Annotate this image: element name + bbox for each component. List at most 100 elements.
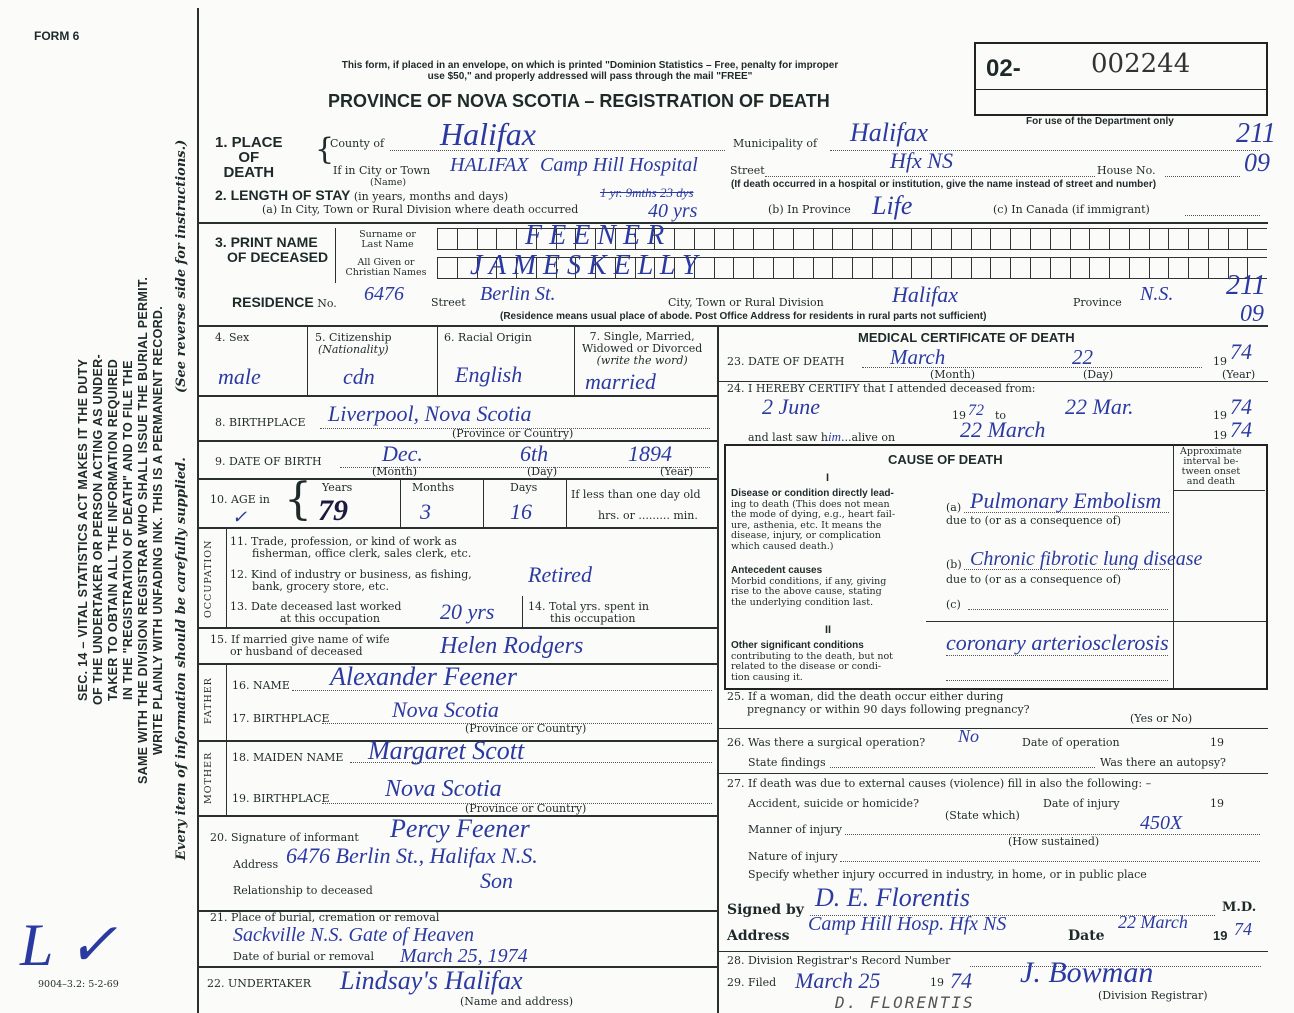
sign-year: 74	[1234, 919, 1252, 939]
q13-label: 13. Date deceased last worked at this occ…	[230, 601, 401, 625]
cause-title: CAUSE OF DEATH	[888, 452, 1003, 467]
md-label: M.D.	[1222, 900, 1257, 915]
min-label: min.	[673, 509, 698, 522]
year-prefix: 19	[1213, 355, 1227, 368]
label-line: or husband of deceased	[230, 645, 363, 658]
street-value: Hfx NS	[890, 148, 953, 173]
label-line: 13. Date deceased last worked	[230, 600, 402, 613]
stay-sub: (in years, months and days)	[353, 190, 509, 203]
every-item-note: Every item of information should be care…	[174, 457, 189, 860]
father-side-label: FATHER	[203, 677, 214, 725]
undertaker-value: Lindsay's Halifax	[340, 966, 523, 995]
father-name-value: Alexander Feener	[330, 662, 517, 691]
dept-code: 09	[1240, 301, 1264, 327]
interval-label: Approximate interval be-tween onset and de…	[1180, 447, 1242, 487]
cause-a-label: (a)	[946, 501, 962, 514]
center-divider	[717, 325, 719, 1013]
birthplace-label: 8. BIRTHPLACE	[215, 416, 306, 429]
label-line: interval be-	[1183, 456, 1239, 467]
state-which-sublabel: (State which)	[945, 809, 1020, 822]
city-label: If in City or Town	[333, 164, 431, 177]
surname-grid[interactable]	[437, 228, 1267, 250]
months-label: Months	[412, 481, 455, 494]
burial-date-value: March 25, 1974	[400, 945, 528, 967]
dob-day: 6th	[520, 441, 549, 466]
q27-label: 27. If death was due to external causes …	[727, 777, 1152, 790]
physician-stamp: D. FLORENTIS	[835, 993, 975, 1012]
last-worked-value: 20 yrs	[440, 599, 495, 624]
municipality-label: Municipality of	[733, 137, 818, 150]
last-seen-date: 22 March	[960, 417, 1046, 442]
findings-label: State findings	[748, 756, 826, 769]
name-sublabel: (Name)	[370, 177, 407, 188]
citizenship-value: cdn	[343, 364, 375, 389]
label-line: ing to death (This does not mean	[731, 498, 890, 510]
racial-origin-label: 6. Racial Origin	[444, 331, 532, 344]
label-line: OF DECEASED	[227, 249, 329, 265]
cause-b-value: Chronic fibrotic lung disease	[970, 548, 1203, 570]
spouse-label: 15. If married give name of wife or husba…	[210, 634, 390, 658]
see-reverse-note: (See reverse side for instructions.)	[174, 140, 189, 394]
attended-from: 2 June	[762, 394, 821, 419]
label-line: OF	[238, 149, 260, 166]
relationship-value: Son	[480, 868, 513, 893]
industry-value: Retired	[528, 562, 592, 587]
day-sublabel: (Day)	[1083, 368, 1114, 381]
dept-code: 211	[1236, 118, 1276, 149]
attended-from-year: 72	[968, 402, 984, 419]
label-line: Approximate	[1180, 446, 1242, 457]
label-line: related to the disease or condi-	[731, 661, 882, 672]
due-to-label: due to (or as a consequence of)	[946, 514, 1121, 527]
specify-label: Specify whether injury occurred in indus…	[748, 868, 1147, 881]
date-of-death-label: 23. DATE OF DEATH	[727, 355, 845, 368]
postal-line: This form, if placed in an envelope, on …	[341, 60, 839, 71]
given-names-grid[interactable]	[437, 257, 1267, 279]
label-line: 3. PRINT NAME	[215, 234, 318, 250]
death-month: March	[890, 345, 946, 369]
years-value: 79	[318, 494, 348, 527]
other-conditions-label: Other significant conditions contributing…	[731, 640, 894, 683]
label-line: contributing to the death, but not	[731, 650, 894, 662]
q26-label: 26. Was there a surgical operation?	[727, 736, 926, 749]
age-check: ✓	[232, 507, 248, 527]
label-line: (Nationality)	[317, 343, 389, 357]
injury-date-label: Date of injury	[1043, 797, 1120, 810]
sign-date: 22 March	[1118, 912, 1188, 932]
label-line: Morbid conditions, if any, giving	[731, 575, 887, 587]
q25-label: 25. If a woman, did the death occur eith…	[727, 690, 1030, 716]
label-line: Christian Names	[345, 267, 427, 279]
filed-date: March 25	[795, 968, 881, 993]
sex-value: male	[218, 364, 261, 389]
day-sublabel: (Day)	[527, 465, 558, 478]
death-year: 74	[1230, 339, 1252, 364]
informant-address-label: Address	[233, 858, 279, 871]
residence-city: Halifax	[892, 282, 958, 307]
medical-certificate-title: MEDICAL CERTIFICATE OF DEATH	[858, 330, 1075, 345]
cause-a-value: Pulmonary Embolism	[970, 488, 1162, 513]
label-line: disease, injury, or complication	[731, 530, 881, 541]
physician-signature: D. E. Florentis	[815, 883, 971, 912]
stay-label: 2. LENGTH OF STAY (in years, months and …	[215, 187, 509, 203]
burial-date-label: Date of burial or removal	[233, 950, 374, 963]
postal-line: use $50," and properly addressed will pa…	[427, 71, 753, 82]
less-than-day-label: If less than one day old	[571, 488, 701, 501]
label-line: which caused death.)	[731, 540, 834, 552]
given-label: All Given or Christian Names	[336, 257, 436, 279]
direct-cause-label: Disease or condition directly lead-ing t…	[731, 488, 896, 552]
stay-b-label: (b) In Province	[768, 203, 851, 216]
cause-b-label: (b)	[946, 558, 962, 571]
q28-label: 28. Division Registrar's Record Number	[727, 954, 951, 967]
label-line: rise to the above cause, stating	[731, 586, 882, 597]
label-line: the mode of dying, e.g., heart fail-	[731, 509, 896, 520]
left-border	[197, 8, 199, 1013]
brace: {	[315, 132, 335, 167]
attended-to: 22 Mar.	[1065, 394, 1134, 419]
label-line: 12. Kind of industry or business, as fis…	[230, 568, 472, 581]
citizenship-label: 5. Citizenship (Nationality)	[315, 331, 392, 357]
registrar-sublabel: (Division Registrar)	[1098, 989, 1208, 1002]
attended-to-year: 74	[1230, 394, 1252, 419]
year-prefix: 19	[1213, 409, 1227, 422]
institution-value: Camp Hill Hospital	[540, 154, 698, 176]
death-day: 22	[1072, 345, 1093, 369]
physician-address: Camp Hill Hosp. Hfx NS	[808, 913, 1007, 935]
